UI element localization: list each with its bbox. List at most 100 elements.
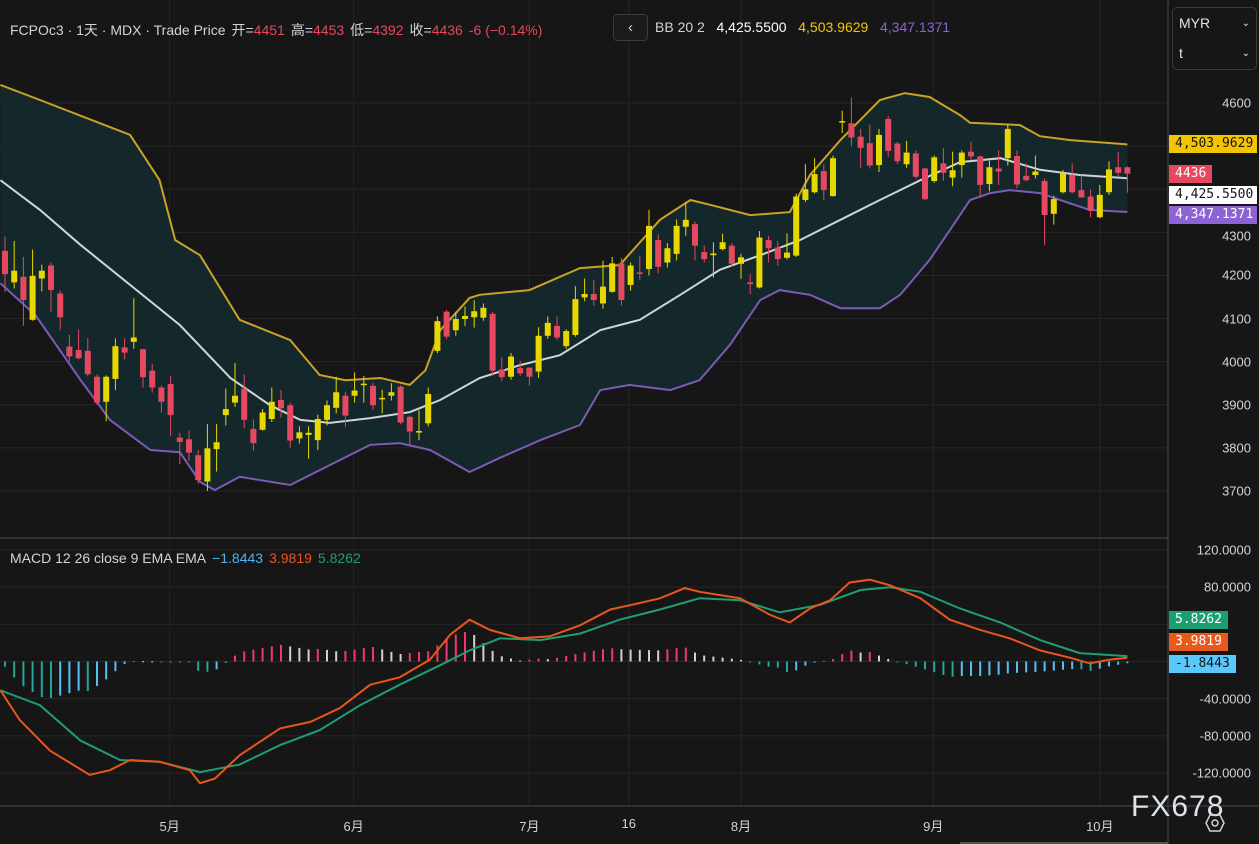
- candle: [922, 167, 928, 200]
- bb-label[interactable]: BB 20 2: [655, 19, 705, 35]
- candle: [820, 164, 827, 200]
- price-tick-label: 3700: [1222, 483, 1251, 499]
- candle-body: [1032, 171, 1039, 175]
- macd-histogram-bar: [445, 638, 448, 662]
- unit-selector[interactable]: MYR ⌄ t ⌄: [1172, 7, 1257, 70]
- candle: [1106, 161, 1112, 195]
- bb-upper-price-tag: 4,503.9629: [1169, 135, 1257, 153]
- price-tick-label: 4300: [1222, 228, 1251, 244]
- candle-body: [1069, 174, 1076, 193]
- macd-line-tag: 3.9819: [1169, 633, 1228, 651]
- macd-histogram-bar: [77, 661, 80, 691]
- candle: [756, 231, 763, 289]
- candle-body: [922, 168, 928, 200]
- candle: [333, 376, 340, 414]
- candle-body: [434, 321, 441, 351]
- candle: [1014, 150, 1020, 189]
- candle-body: [130, 337, 137, 342]
- bb-lower-value: 4,347.1371: [880, 19, 951, 35]
- collapse-legend-button[interactable]: ‹: [613, 14, 648, 41]
- candle-body: [572, 299, 579, 335]
- candle-body: [186, 439, 192, 453]
- candle-body: [241, 388, 248, 420]
- macd-histogram-bar: [206, 661, 209, 672]
- macd-histogram-bar: [316, 648, 319, 662]
- candle-body: [38, 270, 45, 279]
- candle-body: [112, 346, 119, 379]
- candle-body: [48, 265, 54, 291]
- candle: [839, 110, 846, 134]
- macd-histogram-bar: [832, 659, 834, 662]
- candle-body: [370, 385, 376, 406]
- symbol-title[interactable]: FCPOc3 · 1天 · MDX · Trade Price: [10, 22, 226, 38]
- candle-body: [480, 307, 487, 318]
- candle-body: [94, 376, 100, 403]
- macd-histogram-bar: [638, 649, 641, 662]
- macd-tick-label: -80.0000: [1199, 728, 1251, 744]
- candle: [94, 374, 100, 405]
- candle: [103, 375, 110, 422]
- macd-histogram-bar: [280, 644, 282, 662]
- candle: [995, 150, 1002, 185]
- low-value: 4392: [372, 22, 404, 38]
- candles: [2, 97, 1131, 491]
- candle-body: [195, 455, 202, 481]
- candle: [508, 353, 514, 380]
- candle: [728, 243, 735, 267]
- candle: [1078, 175, 1085, 198]
- candle-body: [406, 416, 413, 432]
- macd-histogram-bar: [224, 661, 227, 663]
- candle-body: [1087, 196, 1094, 211]
- macd-histogram-bar: [583, 652, 586, 662]
- candle-body: [784, 252, 790, 258]
- candle-body: [839, 121, 846, 123]
- close-label: 收=: [409, 22, 432, 38]
- candle: [250, 419, 257, 451]
- candle-body: [995, 168, 1002, 172]
- currency-select[interactable]: MYR ⌄: [1173, 8, 1256, 38]
- macd-label[interactable]: MACD 12 26 close 9 EMA EMA: [10, 550, 207, 566]
- macd-histogram-bar: [850, 650, 853, 662]
- candle-body: [1023, 175, 1030, 181]
- candle-body: [342, 395, 349, 416]
- candle-body: [425, 393, 432, 424]
- macd-histogram-bar: [712, 656, 715, 662]
- macd-histogram-bar: [887, 658, 890, 662]
- candle: [112, 338, 119, 391]
- macd-histogram-bar: [307, 649, 310, 662]
- candle-body: [848, 123, 855, 138]
- candle: [811, 158, 818, 194]
- candle: [977, 155, 984, 198]
- candle-body: [774, 247, 781, 260]
- unit-select[interactable]: t ⌄: [1173, 38, 1256, 68]
- candle-body: [682, 219, 689, 227]
- candle-body: [498, 369, 505, 378]
- macd-histogram-bar: [767, 661, 770, 667]
- macd-histogram-bar: [500, 656, 503, 662]
- candle-body: [912, 153, 919, 177]
- price-tick-label: 3900: [1222, 397, 1251, 413]
- candle: [149, 363, 156, 393]
- candle: [774, 240, 781, 266]
- settings-icon[interactable]: [1205, 813, 1225, 833]
- candle-body: [719, 242, 726, 250]
- candle: [20, 256, 27, 326]
- macd-histogram-bar: [1062, 661, 1064, 670]
- currency-value: MYR: [1179, 15, 1211, 31]
- candle-body: [857, 136, 864, 148]
- candle-body: [452, 318, 459, 331]
- macd-histogram-bar: [353, 649, 356, 662]
- candle-body: [894, 143, 901, 162]
- candle: [1032, 155, 1039, 179]
- candle: [140, 348, 146, 388]
- candle-body: [158, 387, 165, 402]
- macd-histogram-bar: [252, 649, 255, 662]
- candle-body: [830, 158, 836, 197]
- macd-histogram-bar: [795, 661, 798, 671]
- candle-body: [655, 240, 662, 267]
- candle-body: [563, 331, 570, 347]
- macd-histogram-bar: [160, 661, 163, 663]
- candle: [903, 140, 910, 168]
- macd-histogram-bar: [859, 652, 862, 662]
